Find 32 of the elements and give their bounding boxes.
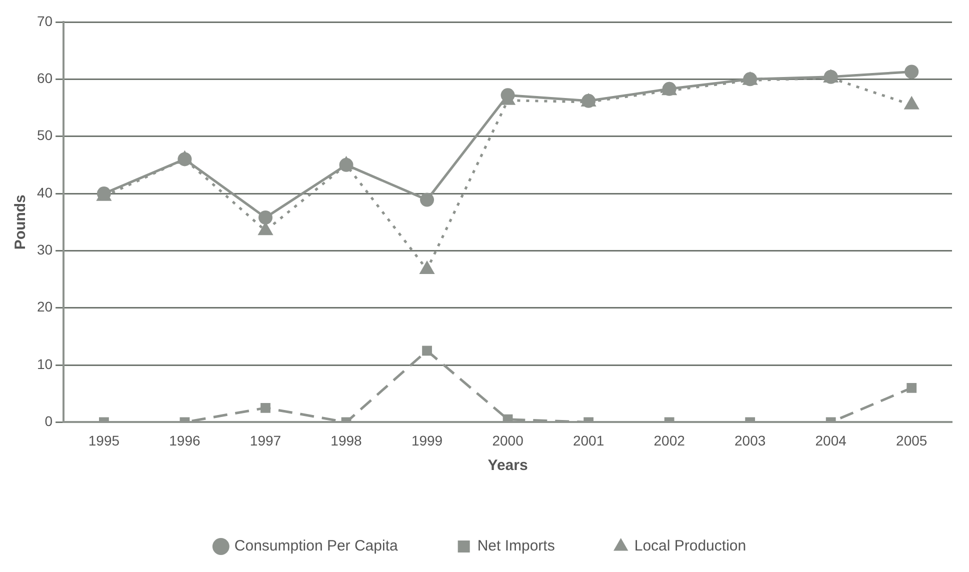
point — [420, 192, 434, 207]
point — [500, 88, 515, 102]
point — [258, 210, 272, 225]
x-axis-title: Years — [488, 457, 528, 474]
x-tick-label: 1998 — [330, 432, 362, 448]
x-tick-label: 1995 — [88, 432, 120, 448]
x-tick-label: 2002 — [654, 432, 686, 448]
x-tick-label: 2005 — [896, 432, 928, 448]
x-tick-label: 2001 — [572, 432, 604, 448]
x-tick-label: 2004 — [815, 432, 847, 448]
x-tick-label: 2000 — [492, 432, 524, 448]
legend-label: Local Production — [634, 538, 746, 555]
y-tick-label: 30 — [36, 242, 53, 258]
legend-label: Consumption Per Capita — [234, 538, 398, 555]
point — [502, 414, 513, 422]
point — [419, 260, 435, 274]
y-tick-label: 50 — [36, 127, 53, 144]
legend-label: Net Imports — [477, 538, 555, 555]
point — [178, 152, 192, 166]
x-tick-label: 1999 — [411, 432, 443, 448]
point — [904, 64, 919, 79]
y-axis-title: Pounds — [12, 194, 30, 250]
y-tick-label: 0 — [44, 413, 53, 430]
x-tick-label: 2003 — [734, 432, 766, 448]
x-tick-label: 1997 — [250, 432, 282, 448]
y-tick-label: 10 — [36, 356, 53, 372]
y-tick-label: 40 — [36, 184, 53, 200]
point — [339, 158, 354, 172]
x-tick-label: 1996 — [169, 432, 200, 448]
y-tick-label: 70 — [36, 12, 53, 29]
y-tick-label: 60 — [36, 70, 53, 86]
y-tick-label: 20 — [36, 298, 53, 315]
